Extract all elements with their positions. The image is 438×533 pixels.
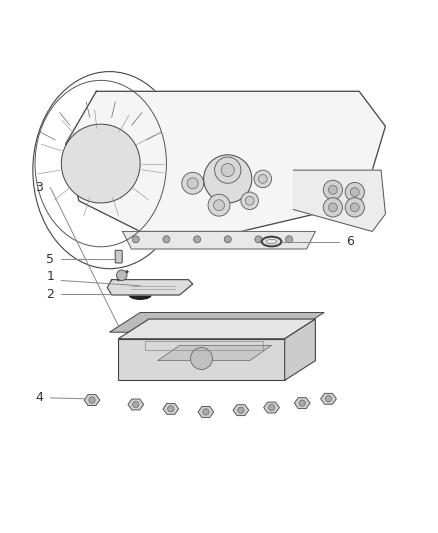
- FancyBboxPatch shape: [115, 251, 122, 263]
- Circle shape: [323, 180, 343, 199]
- Polygon shape: [118, 339, 285, 381]
- Text: 3: 3: [35, 181, 43, 194]
- Polygon shape: [264, 402, 279, 413]
- Polygon shape: [293, 170, 385, 231]
- Circle shape: [245, 197, 254, 205]
- Polygon shape: [84, 394, 100, 406]
- Polygon shape: [294, 398, 310, 409]
- Text: 5: 5: [46, 253, 54, 265]
- Circle shape: [258, 174, 267, 183]
- Circle shape: [299, 400, 305, 406]
- Circle shape: [187, 178, 198, 189]
- Circle shape: [325, 395, 332, 402]
- Circle shape: [254, 170, 272, 188]
- Polygon shape: [107, 280, 193, 295]
- Circle shape: [350, 203, 359, 212]
- Polygon shape: [123, 231, 315, 249]
- Polygon shape: [163, 403, 179, 414]
- Circle shape: [215, 157, 241, 183]
- Circle shape: [255, 236, 262, 243]
- Circle shape: [191, 348, 212, 369]
- Text: 1: 1: [46, 270, 54, 283]
- Polygon shape: [158, 345, 272, 361]
- Circle shape: [328, 203, 337, 212]
- Circle shape: [345, 198, 364, 217]
- Circle shape: [89, 397, 95, 403]
- Circle shape: [328, 185, 337, 194]
- Ellipse shape: [129, 290, 151, 300]
- Circle shape: [345, 182, 364, 201]
- Circle shape: [182, 172, 204, 194]
- Circle shape: [204, 155, 252, 203]
- Circle shape: [286, 236, 293, 243]
- Circle shape: [133, 401, 139, 408]
- Circle shape: [241, 192, 258, 209]
- Polygon shape: [285, 319, 315, 381]
- Circle shape: [224, 236, 231, 243]
- Polygon shape: [198, 407, 214, 417]
- Polygon shape: [110, 312, 324, 332]
- Circle shape: [221, 164, 234, 177]
- Text: 2: 2: [46, 288, 54, 301]
- Polygon shape: [118, 319, 315, 339]
- Circle shape: [214, 200, 224, 211]
- Circle shape: [163, 236, 170, 243]
- Circle shape: [323, 198, 343, 217]
- Text: 6: 6: [346, 235, 354, 248]
- Circle shape: [61, 124, 140, 203]
- Circle shape: [132, 236, 139, 243]
- Polygon shape: [128, 399, 144, 410]
- Circle shape: [350, 188, 359, 197]
- Polygon shape: [66, 91, 385, 231]
- Circle shape: [238, 407, 244, 413]
- Polygon shape: [233, 405, 249, 416]
- Polygon shape: [321, 393, 336, 404]
- Circle shape: [208, 194, 230, 216]
- Text: 4: 4: [35, 391, 43, 405]
- Circle shape: [194, 236, 201, 243]
- Circle shape: [203, 409, 209, 415]
- Circle shape: [268, 405, 275, 411]
- Circle shape: [117, 270, 127, 280]
- Circle shape: [168, 406, 174, 412]
